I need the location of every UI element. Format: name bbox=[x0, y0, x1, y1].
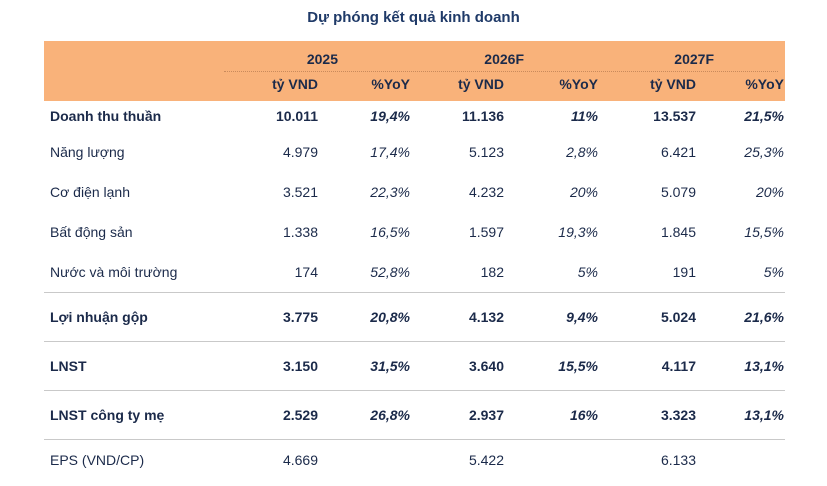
yoy-cell: 15,5% bbox=[558, 358, 598, 374]
row-label: Lợi nhuận gộp bbox=[50, 309, 148, 325]
yoy-cell: 26,8% bbox=[370, 407, 410, 423]
year-header-2027f: 2027F bbox=[674, 51, 714, 67]
value-cell: 11.136 bbox=[461, 108, 504, 124]
yoy-cell: 2,8% bbox=[566, 144, 598, 160]
row-label: Doanh thu thuần bbox=[50, 108, 162, 124]
yoy-cell: 21,5% bbox=[744, 108, 784, 124]
yoy-cell: 13,1% bbox=[744, 407, 784, 423]
value-cell: 10.011 bbox=[275, 108, 318, 124]
table-row: Năng lượng 4.979 17,4% 5.123 2,8% 6.421 25,3% bbox=[44, 132, 785, 172]
unit-header: tỷ VND bbox=[650, 76, 696, 92]
value-cell: 1.845 bbox=[660, 224, 696, 240]
value-cell: 3.323 bbox=[660, 407, 696, 423]
yoy-cell: 17,4% bbox=[370, 144, 410, 160]
table-row: Doanh thu thuần 10.011 19,4% 11.136 11% 13.53… bbox=[44, 101, 785, 132]
value-cell: 4.117 bbox=[661, 358, 696, 374]
table-row: EPS (VND/CP) 4.669 5.422 6.133 bbox=[44, 439, 785, 480]
year-header-2026f: 2026F bbox=[484, 51, 524, 67]
value-cell: 4.669 bbox=[282, 452, 318, 468]
yoy-cell: 20% bbox=[569, 184, 598, 200]
forecast-table: 2025 2026F 2027F tỷ VND %YoY tỷ VND %YoY… bbox=[44, 41, 785, 480]
value-cell: 3.521 bbox=[282, 184, 318, 200]
value-cell: 6.133 bbox=[660, 452, 696, 468]
yoy-cell: 25,3% bbox=[744, 144, 784, 160]
value-cell: 191 bbox=[672, 264, 696, 280]
row-label: EPS (VND/CP) bbox=[50, 452, 145, 468]
row-label: LNST bbox=[50, 358, 87, 374]
value-cell: 2.937 bbox=[468, 407, 504, 423]
yoy-cell: 13,1% bbox=[744, 358, 784, 374]
yoy-cell: 52,8% bbox=[370, 264, 410, 280]
value-cell: 2.529 bbox=[282, 407, 318, 423]
table-row: LNST 3.150 31,5% 3.640 15,5% 4.117 13,1% bbox=[44, 341, 785, 390]
unit-header: tỷ VND bbox=[458, 76, 504, 92]
yoy-cell: 22,3% bbox=[370, 184, 410, 200]
table-body: Doanh thu thuần 10.011 19,4% 11.136 11% 13.53… bbox=[44, 101, 785, 480]
value-cell: 4.232 bbox=[468, 184, 504, 200]
yoy-cell: 9,4% bbox=[566, 309, 598, 325]
value-cell: 3.150 bbox=[282, 358, 318, 374]
row-label: Cơ điện lạnh bbox=[50, 184, 131, 200]
yoy-cell: 19,3% bbox=[558, 224, 598, 240]
row-label: LNST công ty mẹ bbox=[50, 407, 165, 423]
yoy-cell: 31,5% bbox=[370, 358, 410, 374]
yoy-cell: 15,5% bbox=[744, 224, 784, 240]
table-row: LNST công ty mẹ 2.529 26,8% 2.937 16% 3.323 13… bbox=[44, 390, 785, 439]
yoy-cell: 20% bbox=[755, 184, 784, 200]
value-cell: 174 bbox=[294, 264, 318, 280]
yoy-cell: 16% bbox=[569, 407, 598, 423]
value-cell: 1.338 bbox=[282, 224, 318, 240]
value-cell: 5.422 bbox=[468, 452, 504, 468]
table-row: Bất động sản 1.338 16,5% 1.597 19,3% 1.845 15,… bbox=[44, 212, 785, 252]
value-cell: 5.079 bbox=[660, 184, 696, 200]
yoy-cell: 19,4% bbox=[370, 108, 410, 124]
value-cell: 3.640 bbox=[468, 358, 504, 374]
value-cell: 5.024 bbox=[660, 309, 696, 325]
unit-header: tỷ VND bbox=[272, 76, 318, 92]
table-row: Cơ điện lạnh 3.521 22,3% 4.232 20% 5.079 20% bbox=[44, 172, 785, 212]
value-cell: 4.979 bbox=[282, 144, 318, 160]
value-cell: 3.775 bbox=[282, 309, 318, 325]
yoy-cell: 20,8% bbox=[370, 309, 410, 325]
yoy-cell: 21,6% bbox=[744, 309, 784, 325]
value-cell: 4.132 bbox=[468, 309, 504, 325]
year-header-2025: 2025 bbox=[306, 51, 338, 67]
yoy-cell: 5% bbox=[763, 264, 784, 280]
value-cell: 1.597 bbox=[468, 224, 504, 240]
unit-header: %YoY bbox=[371, 76, 410, 92]
yoy-cell: 16,5% bbox=[370, 224, 410, 240]
table-title: Dự phóng kết quả kinh doanh bbox=[307, 9, 520, 26]
unit-header: %YoY bbox=[745, 76, 784, 92]
table-row: Lợi nhuận gộp 3.775 20,8% 4.132 9,4% 5.024 21,… bbox=[44, 292, 785, 341]
value-cell: 6.421 bbox=[660, 144, 696, 160]
value-cell: 13.537 bbox=[653, 108, 696, 124]
yoy-cell: 11% bbox=[571, 108, 598, 124]
row-label: Năng lượng bbox=[50, 144, 125, 160]
row-label: Bất động sản bbox=[50, 224, 133, 240]
unit-header: %YoY bbox=[559, 76, 598, 92]
header-divider bbox=[224, 71, 778, 72]
value-cell: 182 bbox=[480, 264, 504, 280]
table-header: 2025 2026F 2027F tỷ VND %YoY tỷ VND %YoY… bbox=[44, 41, 785, 101]
row-label: Nước và môi trường bbox=[50, 264, 178, 280]
yoy-cell: 5% bbox=[577, 264, 598, 280]
value-cell: 5.123 bbox=[468, 144, 504, 160]
table-row: Nước và môi trường 174 52,8% 182 5% 191 5% bbox=[44, 252, 785, 292]
